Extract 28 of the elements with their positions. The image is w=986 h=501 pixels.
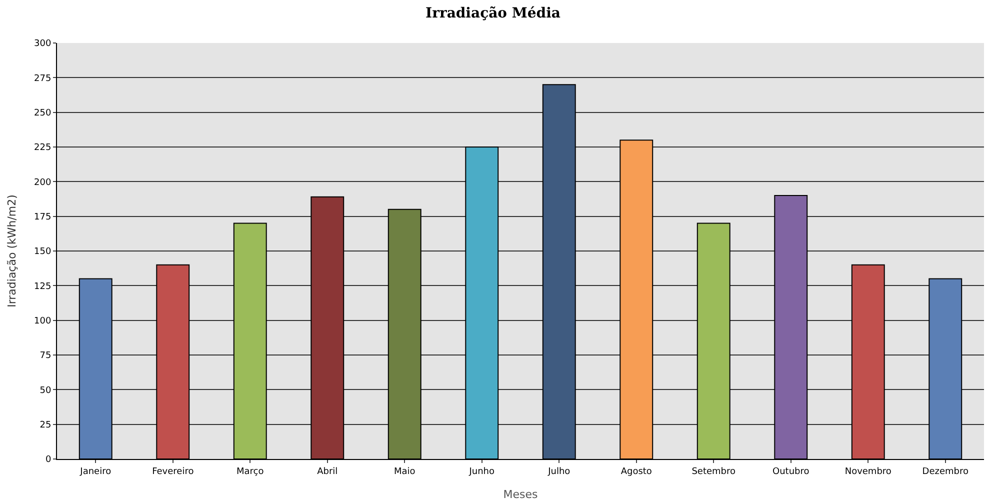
x-tick-label: Dezembro — [922, 466, 969, 477]
y-tick-label: 0 — [45, 455, 52, 466]
x-tick-label: Novembro — [844, 466, 892, 477]
x-tick-label: Agosto — [620, 466, 652, 477]
x-axis-title: Meses — [503, 488, 538, 501]
x-tick-label: Fevereiro — [152, 466, 194, 477]
x-tick-label: Maio — [394, 466, 416, 477]
y-tick-label: 225 — [34, 143, 52, 154]
x-tick-label: Outubro — [772, 466, 810, 477]
y-tick-label: 75 — [40, 351, 52, 362]
y-tick-label: 50 — [40, 386, 52, 396]
y-tick-label: 100 — [34, 316, 52, 326]
y-axis-title: Irradiação (kWh/m2) — [6, 194, 19, 308]
y-tick-label: 25 — [40, 420, 52, 430]
x-tick-label: Abril — [317, 466, 338, 477]
chart-title: Irradiação Média — [426, 5, 560, 22]
y-tick-label: 275 — [34, 74, 52, 84]
x-tick-label: Julho — [547, 466, 571, 477]
y-tick-label: 200 — [34, 178, 52, 188]
y-tick-label: 150 — [34, 247, 52, 258]
x-tick-label: Setembro — [692, 466, 736, 477]
x-tick-label: Janeiro — [79, 466, 112, 477]
y-tick-label: 125 — [34, 282, 52, 292]
y-tick-label: 175 — [34, 212, 52, 222]
x-tick-label: Junho — [468, 466, 496, 477]
y-tick-label: 250 — [34, 108, 52, 118]
y-tick-label: 300 — [34, 39, 52, 50]
x-tick-label: Março — [236, 466, 264, 477]
